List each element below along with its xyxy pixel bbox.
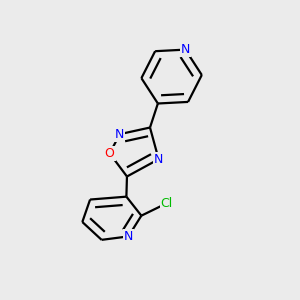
Text: N: N <box>115 128 124 141</box>
Text: N: N <box>181 43 190 56</box>
Text: N: N <box>124 230 133 243</box>
Text: N: N <box>154 153 163 166</box>
Text: Cl: Cl <box>160 197 173 210</box>
Text: O: O <box>105 147 115 160</box>
